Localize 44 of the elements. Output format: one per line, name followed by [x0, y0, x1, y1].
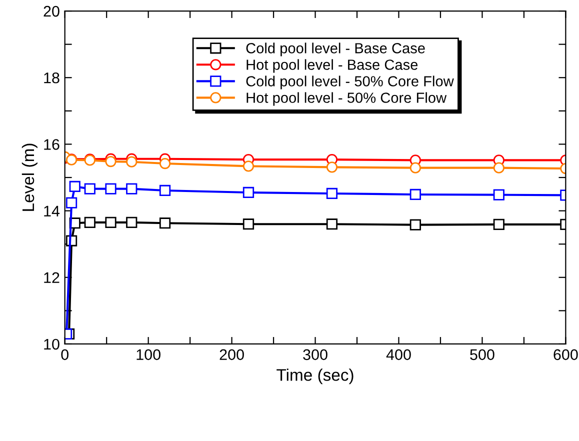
legend-label: Cold pool level - 50% Core Flow: [246, 76, 454, 90]
x-tick-label: 0: [61, 349, 68, 360]
point: [326, 188, 338, 200]
point: [159, 218, 171, 229]
y-tick-label: 16: [44, 139, 60, 150]
point: [105, 216, 116, 228]
point: [159, 158, 171, 170]
point: [69, 180, 80, 192]
point: [326, 162, 338, 173]
legend-label: Hot pool level - 50% Core Flow: [246, 92, 447, 106]
x-tick-label: 200: [220, 349, 244, 360]
y-tick-label: 12: [44, 272, 60, 283]
x-tick-label: 300: [303, 349, 328, 360]
point: [84, 183, 96, 194]
point: [105, 183, 116, 194]
y-axis-title: Level (m): [22, 144, 38, 211]
y-tick-label: 10: [44, 338, 60, 350]
point: [242, 218, 254, 230]
point: [493, 189, 504, 200]
x-axis-title: Time (sec): [276, 368, 354, 384]
y-tick-label: 20: [44, 6, 60, 17]
y-tick-label: 14: [44, 206, 60, 216]
point: [105, 156, 116, 168]
point: [242, 186, 254, 198]
point: [126, 216, 138, 228]
point: [66, 197, 78, 208]
legend-label: Hot pool level - Base Case: [246, 59, 418, 73]
point: [410, 188, 421, 200]
x-tick-label: 100: [136, 349, 160, 360]
point: [84, 216, 96, 228]
point: [410, 219, 421, 230]
legend-label: Cold pool level - Base Case: [246, 42, 425, 56]
y-tick-label: 18: [44, 72, 60, 84]
point: [493, 218, 504, 230]
point: [326, 218, 338, 230]
point: [159, 184, 171, 196]
x-tick-label: 600: [554, 349, 578, 360]
point: [410, 162, 421, 174]
x-tick-label: 500: [470, 349, 494, 360]
x-tick-label: 400: [386, 349, 411, 360]
point: [126, 183, 138, 194]
point: [126, 156, 138, 168]
point: [493, 162, 504, 174]
point: [242, 160, 254, 172]
